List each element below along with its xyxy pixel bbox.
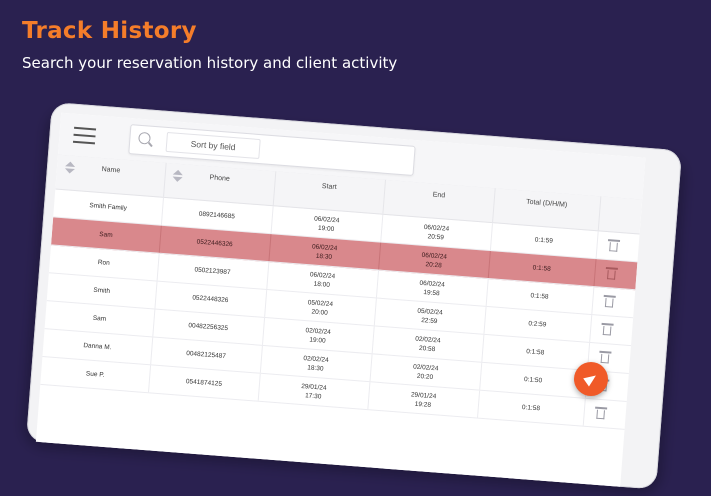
trash-icon[interactable] xyxy=(595,407,606,421)
sort-by-field-select[interactable]: Sort by field xyxy=(165,131,261,160)
column-label-end: End xyxy=(432,191,446,200)
tablet-device: Sort by field Name Phone Start End Total… xyxy=(25,102,683,490)
sort-arrows-icon[interactable] xyxy=(172,169,183,182)
app-screen: Sort by field Name Phone Start End Total… xyxy=(35,112,646,487)
trash-icon[interactable] xyxy=(600,351,611,365)
column-label-start: Start xyxy=(321,182,337,192)
trash-icon[interactable] xyxy=(606,267,617,281)
trash-icon[interactable] xyxy=(608,239,619,253)
send-icon[interactable] xyxy=(574,362,608,396)
trash-icon[interactable] xyxy=(602,323,613,337)
trash-icon[interactable] xyxy=(604,295,615,309)
hamburger-menu-icon[interactable] xyxy=(67,121,109,150)
hero-subtitle: Search your reservation history and clie… xyxy=(22,54,398,72)
column-label-name: Name xyxy=(101,166,121,175)
sort-arrows-icon[interactable] xyxy=(65,161,76,174)
column-label-phone: Phone xyxy=(209,174,230,183)
column-label-total: Total (D/H/M) xyxy=(525,198,568,209)
search-icon xyxy=(138,131,151,145)
hero-title: Track History xyxy=(22,18,197,44)
